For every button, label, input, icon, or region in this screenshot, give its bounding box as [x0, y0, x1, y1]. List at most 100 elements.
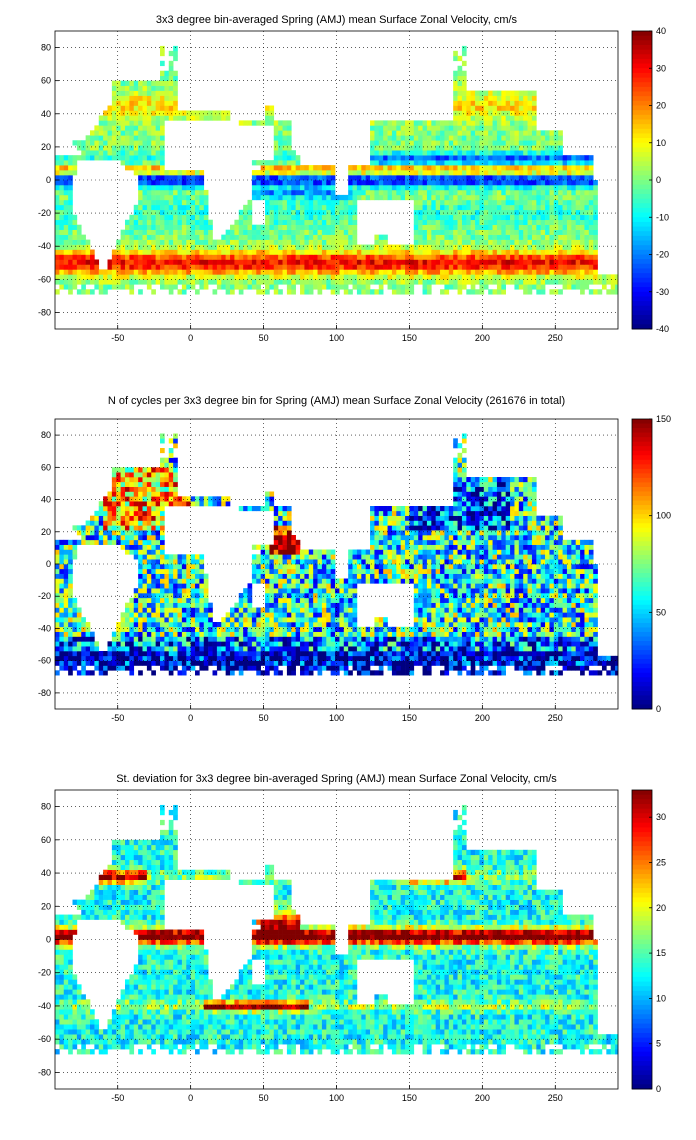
heat-cell — [431, 631, 436, 637]
heat-cell — [444, 660, 450, 666]
heat-cell — [59, 175, 65, 181]
heat-cell — [190, 199, 196, 206]
heat-cell — [181, 204, 187, 211]
heat-cell — [558, 274, 563, 280]
heat-cell — [615, 289, 619, 295]
heat-cell — [431, 651, 436, 657]
heat-cell — [286, 259, 292, 265]
heat-cell — [365, 259, 371, 265]
colorbar-swatch — [632, 221, 652, 228]
heat-cell — [68, 636, 73, 642]
heat-cell — [164, 180, 170, 186]
heat-cell — [365, 170, 371, 176]
heat-cell — [107, 150, 113, 156]
heat-cell — [461, 170, 467, 176]
heat-cell — [278, 209, 283, 216]
heat-cell — [125, 636, 130, 642]
heat-cell — [553, 670, 559, 676]
heat-cell — [300, 622, 305, 628]
heat-cell — [234, 622, 240, 628]
heat-cell — [400, 284, 406, 290]
heat-cell — [470, 140, 476, 146]
heat-cell — [444, 636, 450, 642]
heat-cell — [448, 180, 454, 186]
heat-cell — [505, 209, 511, 216]
heat-cell — [470, 264, 476, 270]
heat-cell — [466, 214, 471, 221]
heat-cell — [300, 636, 305, 642]
heat-cell — [378, 284, 384, 290]
heat-cell — [444, 622, 450, 628]
heat-cell — [304, 175, 310, 181]
heat-cell — [142, 120, 148, 126]
heat-cell — [488, 105, 493, 111]
heat-cell — [496, 234, 502, 240]
heat-cell — [479, 224, 485, 230]
heat-cell — [492, 279, 498, 285]
heat-cell — [243, 636, 248, 642]
heat-cell — [308, 274, 314, 280]
heat-cell — [125, 631, 130, 637]
heat-cell — [181, 254, 187, 260]
heat-cell — [361, 631, 366, 637]
heat-cell — [168, 665, 174, 671]
heat-cell — [68, 189, 73, 196]
heat-cell — [168, 60, 174, 67]
heat-cell — [177, 189, 183, 196]
heat-cell — [282, 259, 288, 265]
heat-cell — [286, 145, 292, 151]
heat-cell — [256, 194, 261, 201]
heat-cell — [562, 284, 568, 290]
heat-cell — [527, 279, 533, 285]
heat-cell — [68, 229, 73, 235]
heat-cell — [173, 180, 178, 186]
heat-cell — [448, 130, 454, 136]
heat-cell — [278, 120, 283, 126]
heat-cell — [580, 259, 585, 265]
heat-cell — [453, 264, 458, 270]
heat-cell — [409, 145, 415, 151]
heat-cell — [326, 660, 331, 666]
heat-cell — [343, 284, 349, 290]
heat-cell — [138, 655, 143, 661]
heat-cell — [330, 214, 336, 221]
heat-cell — [470, 175, 476, 181]
heat-cell — [335, 239, 340, 245]
heat-cell — [234, 269, 240, 275]
heat-cell — [111, 150, 117, 156]
heat-cell — [562, 180, 568, 186]
heat-cell — [195, 175, 200, 181]
heat-cell — [326, 239, 331, 245]
heat-cell — [295, 249, 301, 255]
heat-cell — [518, 622, 524, 628]
heat-cell — [343, 249, 349, 255]
heat-cell — [203, 219, 209, 225]
heat-cell — [553, 189, 559, 196]
heat-cell — [195, 244, 200, 250]
heat-cell — [265, 110, 270, 116]
heat-cell — [365, 631, 371, 637]
heat-cell — [116, 150, 121, 156]
heat-cell — [409, 670, 415, 676]
heat-cell — [435, 155, 441, 161]
heat-cell — [256, 239, 261, 245]
heat-cell — [588, 184, 594, 191]
heat-cell — [413, 646, 419, 652]
heat-cell — [523, 184, 528, 191]
heat-cell — [278, 130, 283, 136]
heat-cell — [361, 249, 366, 255]
heat-cell — [321, 622, 327, 628]
heat-cell — [505, 279, 511, 285]
heat-cell — [203, 264, 209, 270]
heat-cell — [199, 239, 205, 245]
heat-cell — [343, 626, 349, 632]
heat-cell — [422, 199, 428, 206]
heat-cell — [457, 160, 463, 166]
heat-cell — [496, 289, 502, 295]
heat-cell — [120, 125, 126, 131]
heat-cell — [501, 199, 506, 206]
heat-cell — [352, 284, 358, 290]
heat-cell — [291, 631, 296, 637]
heat-cell — [461, 175, 467, 181]
heat-cell — [352, 239, 358, 245]
